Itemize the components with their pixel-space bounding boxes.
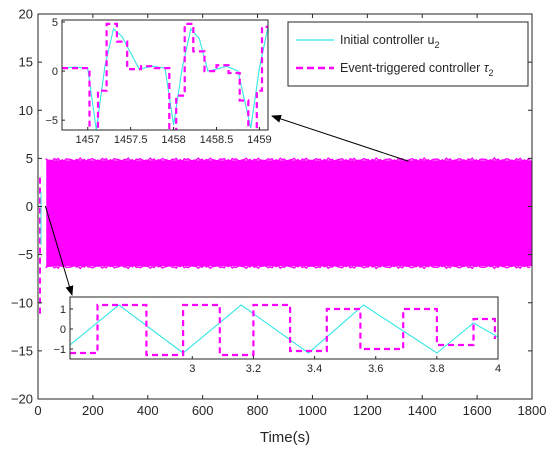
- y-tick-label: 20: [19, 7, 33, 22]
- inset-x-tick-label: 3.2: [246, 363, 261, 375]
- inset-initial-line: [70, 304, 498, 354]
- legend-label-event-subscript: 2: [489, 68, 494, 78]
- inset-background: [62, 20, 268, 130]
- y-tick-label: −5: [18, 247, 33, 262]
- inset-x-tick-label: 3.4: [307, 363, 322, 375]
- inset-y-tick-label: 5: [52, 17, 58, 29]
- y-tick-label: 10: [19, 103, 33, 118]
- x-tick-label: 1000: [298, 403, 327, 418]
- legend-label-initial: Initial controller u2: [340, 33, 440, 50]
- x-tick-label: 1600: [463, 403, 492, 418]
- inset-x-tick-label: 1459: [247, 134, 271, 146]
- inset-x-tick-label: 1458.5: [200, 134, 234, 146]
- event-band-top-edge: [45, 157, 531, 163]
- y-tick-label: 0: [26, 199, 33, 214]
- y-tick-label: 15: [19, 55, 33, 70]
- inset-bottom: 3 3.2 3.4 3.6 3.8 4 −1 0 1: [53, 296, 501, 375]
- legend-box: [287, 21, 529, 87]
- inset-frame: [69, 296, 499, 360]
- x-tick-label: 600: [192, 403, 214, 418]
- x-tick-label: 200: [82, 403, 104, 418]
- inset-x-tick-label: 4: [495, 363, 501, 375]
- inset-background: [70, 297, 498, 359]
- x-tick-label: 800: [247, 403, 269, 418]
- arrow-to-bottom-inset: [44, 205, 74, 296]
- inset-x-tick-label: 3: [189, 363, 195, 375]
- inset-x-tick-label: 3.8: [429, 363, 444, 375]
- inset-y-tick-label: 0: [52, 66, 58, 78]
- inset-y-tick-label: 1: [60, 304, 66, 316]
- inset-frame: [61, 19, 269, 131]
- inset-top: 1457 1457.5 1458 1458.5 1459 −5 0 5: [45, 17, 271, 146]
- legend-label-initial-text: Initial controller u: [340, 33, 435, 47]
- inset-x-tick-label: 1457: [76, 134, 100, 146]
- inset-x-tick-label: 3.6: [368, 363, 383, 375]
- event-triggered-band: [46, 160, 532, 267]
- inset-event-line: [62, 22, 268, 130]
- inset-x-tick-label: 1458: [161, 134, 185, 146]
- y-tick-label: 5: [26, 151, 33, 166]
- legend-label-event-symbol: τ: [484, 61, 490, 75]
- y-tick-label: −15: [11, 343, 33, 358]
- legend-label-event-text: Event-triggered controller: [340, 61, 484, 75]
- x-tick-label: 1800: [518, 403, 547, 418]
- legend-label-initial-subscript: 2: [435, 40, 440, 50]
- legend-label-event: Event-triggered controller τ2: [340, 61, 494, 78]
- x-tick-label: 400: [137, 403, 159, 418]
- inset-y-tick-label: −1: [53, 344, 66, 356]
- event-band-bottom-edge: [45, 263, 531, 270]
- inset-event-line: [70, 303, 496, 357]
- x-tick-label: 1400: [408, 403, 437, 418]
- inset-initial-line: [62, 26, 268, 130]
- inset-y-tick-label: −5: [45, 115, 58, 127]
- arrow-to-top-inset: [271, 115, 409, 162]
- y-tick-label: −20: [11, 392, 33, 407]
- x-tick-label: 0: [34, 403, 41, 418]
- x-tick-label: 1200: [353, 403, 382, 418]
- x-axis-label: Time(s): [260, 429, 310, 446]
- inset-x-tick-label: 1457.5: [114, 134, 148, 146]
- y-tick-label: −10: [11, 295, 33, 310]
- inset-y-tick-label: 0: [60, 324, 66, 336]
